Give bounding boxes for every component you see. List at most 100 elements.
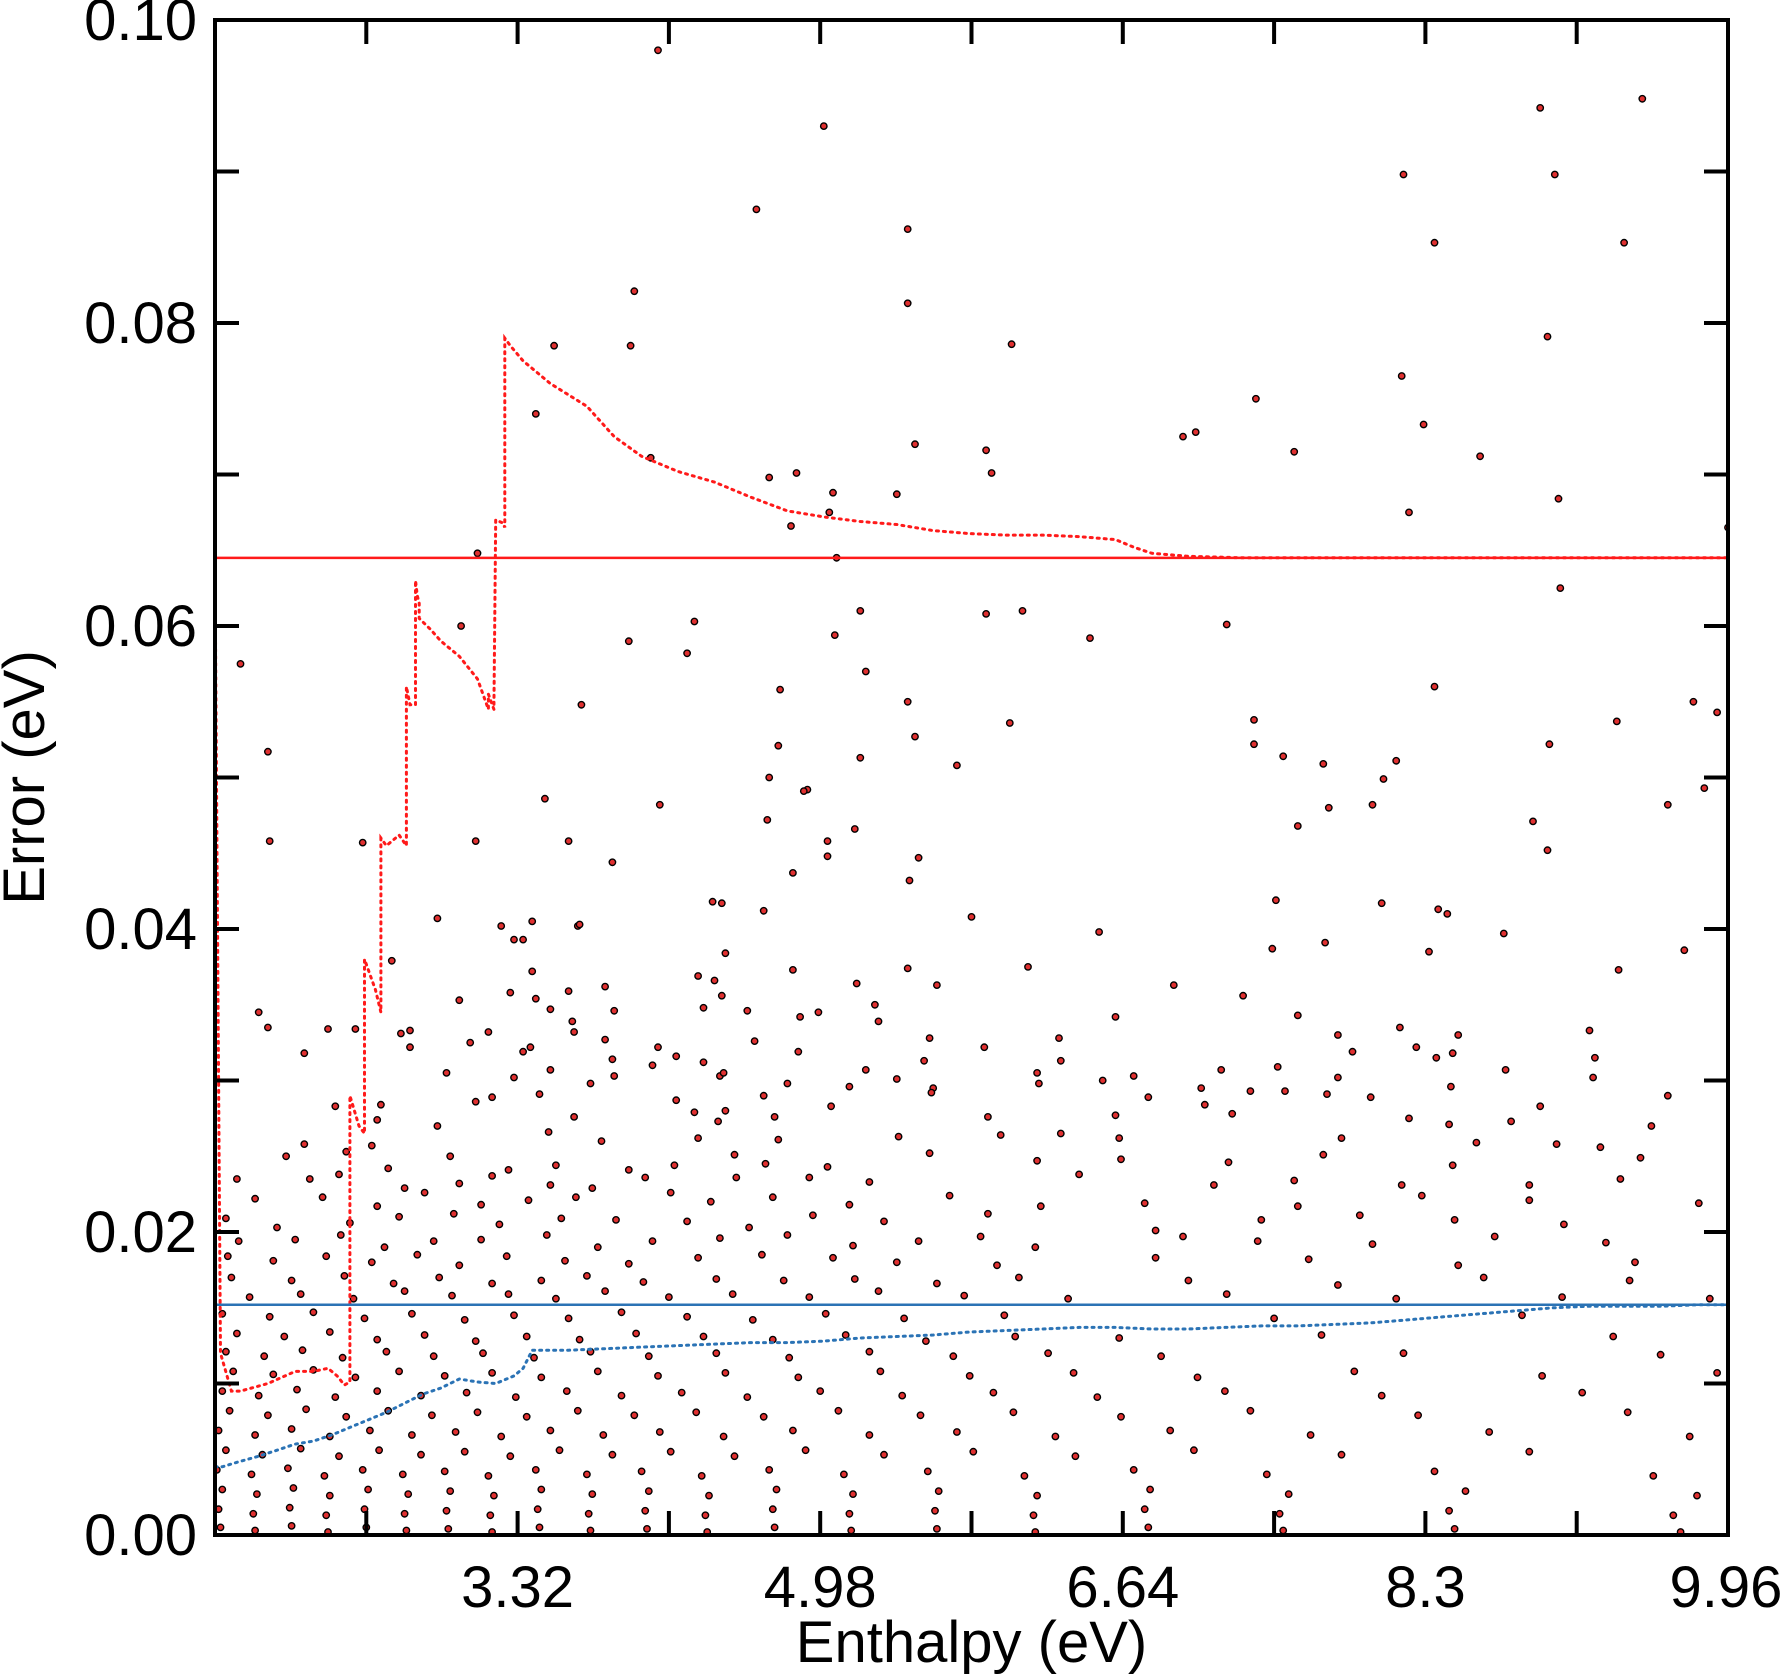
- data-point: [417, 1450, 425, 1459]
- data-point: [1399, 1349, 1408, 1358]
- data-point: [1461, 1487, 1470, 1496]
- data-point: [845, 1082, 854, 1091]
- data-point: [575, 920, 584, 929]
- data-point: [511, 1393, 520, 1402]
- data-point: [608, 858, 617, 867]
- data-point: [550, 341, 558, 350]
- data-point: [1445, 1506, 1454, 1515]
- data-point: [768, 1505, 777, 1514]
- data-point: [1368, 1240, 1377, 1249]
- data-point: [987, 469, 996, 477]
- data-point: [934, 1487, 943, 1496]
- data-point: [655, 1428, 664, 1436]
- data-point: [1693, 1491, 1701, 1500]
- data-point: [1368, 800, 1377, 809]
- data-point: [1253, 1237, 1262, 1246]
- data-point: [1000, 1311, 1009, 1320]
- data-point: [1656, 1350, 1665, 1359]
- data-point: [1694, 1199, 1703, 1208]
- data-point: [770, 1523, 779, 1532]
- data-point: [1552, 1140, 1561, 1149]
- data-point: [471, 837, 480, 845]
- data-point: [1419, 420, 1428, 429]
- data-point: [1169, 981, 1178, 989]
- data-point: [251, 1526, 260, 1535]
- data-point: [420, 1188, 429, 1197]
- data-point: [504, 1166, 513, 1174]
- data-point: [1111, 1013, 1120, 1021]
- data-point: [300, 1049, 309, 1058]
- data-point: [765, 1466, 774, 1474]
- data-point: [384, 1164, 393, 1173]
- data-point: [1293, 1202, 1302, 1211]
- x-tick-label: 3.32: [461, 1555, 574, 1620]
- data-point: [1221, 1387, 1229, 1396]
- data-point: [462, 1388, 471, 1397]
- data-point: [1115, 1134, 1124, 1143]
- red-dotted-curve: [215, 333, 1728, 1393]
- data-point: [1334, 1031, 1342, 1039]
- data-point: [471, 1097, 480, 1106]
- data-point: [489, 1491, 498, 1500]
- data-point: [1197, 1084, 1206, 1093]
- data-point: [719, 1432, 728, 1441]
- data-point: [830, 631, 839, 639]
- y-tick-label: 0.00: [84, 1503, 197, 1568]
- data-point: [776, 685, 784, 694]
- data-point: [865, 1431, 874, 1439]
- data-point: [914, 1237, 923, 1246]
- data-point: [612, 1216, 620, 1224]
- data-point: [502, 1252, 511, 1261]
- data-point: [644, 1487, 653, 1496]
- data-point: [931, 1506, 939, 1515]
- data-point: [608, 1450, 617, 1459]
- data-point: [665, 1293, 673, 1302]
- data-point: [933, 1279, 941, 1288]
- data-point: [1425, 947, 1433, 956]
- data-point: [1545, 740, 1554, 749]
- data-point: [639, 1278, 648, 1286]
- data-point: [1033, 1156, 1042, 1165]
- data-point: [360, 1314, 369, 1323]
- data-point: [1024, 963, 1032, 971]
- data-point: [759, 1091, 768, 1100]
- data-point: [1609, 1332, 1618, 1341]
- data-point: [1350, 1367, 1359, 1376]
- data-point: [816, 1387, 825, 1396]
- data-point: [229, 1367, 238, 1376]
- data-point: [1366, 1093, 1375, 1102]
- x-tick-label: 8.3: [1385, 1555, 1466, 1620]
- data-point: [265, 1312, 274, 1321]
- data-point: [1337, 1450, 1346, 1459]
- data-point: [519, 1047, 527, 1056]
- data-point: [728, 1290, 737, 1299]
- data-point: [759, 906, 768, 915]
- data-point: [1222, 620, 1231, 629]
- data-point: [1623, 1408, 1632, 1417]
- data-point: [1270, 1314, 1279, 1323]
- data-point: [697, 1472, 706, 1480]
- data-point: [1224, 1158, 1233, 1167]
- data-point: [1290, 447, 1299, 456]
- data-point: [506, 988, 515, 997]
- data-point: [1146, 1485, 1155, 1494]
- data-point: [1015, 1273, 1023, 1282]
- data-point: [552, 1161, 560, 1170]
- data-point: [400, 1287, 409, 1296]
- data-point: [440, 1467, 449, 1476]
- data-point: [1397, 372, 1406, 380]
- data-point: [880, 1217, 888, 1226]
- data-point: [829, 488, 837, 497]
- data-point: [1151, 1253, 1160, 1262]
- data-point: [1625, 1276, 1634, 1285]
- data-point: [285, 1503, 294, 1512]
- data-point: [1190, 1446, 1198, 1455]
- data-point: [787, 522, 795, 530]
- data-point: [429, 1237, 438, 1246]
- data-point: [1056, 1129, 1065, 1138]
- data-point: [325, 1491, 334, 1500]
- data-point: [287, 1425, 296, 1433]
- data-point: [506, 1452, 515, 1461]
- data-point: [546, 1005, 555, 1014]
- data-point: [637, 1467, 646, 1476]
